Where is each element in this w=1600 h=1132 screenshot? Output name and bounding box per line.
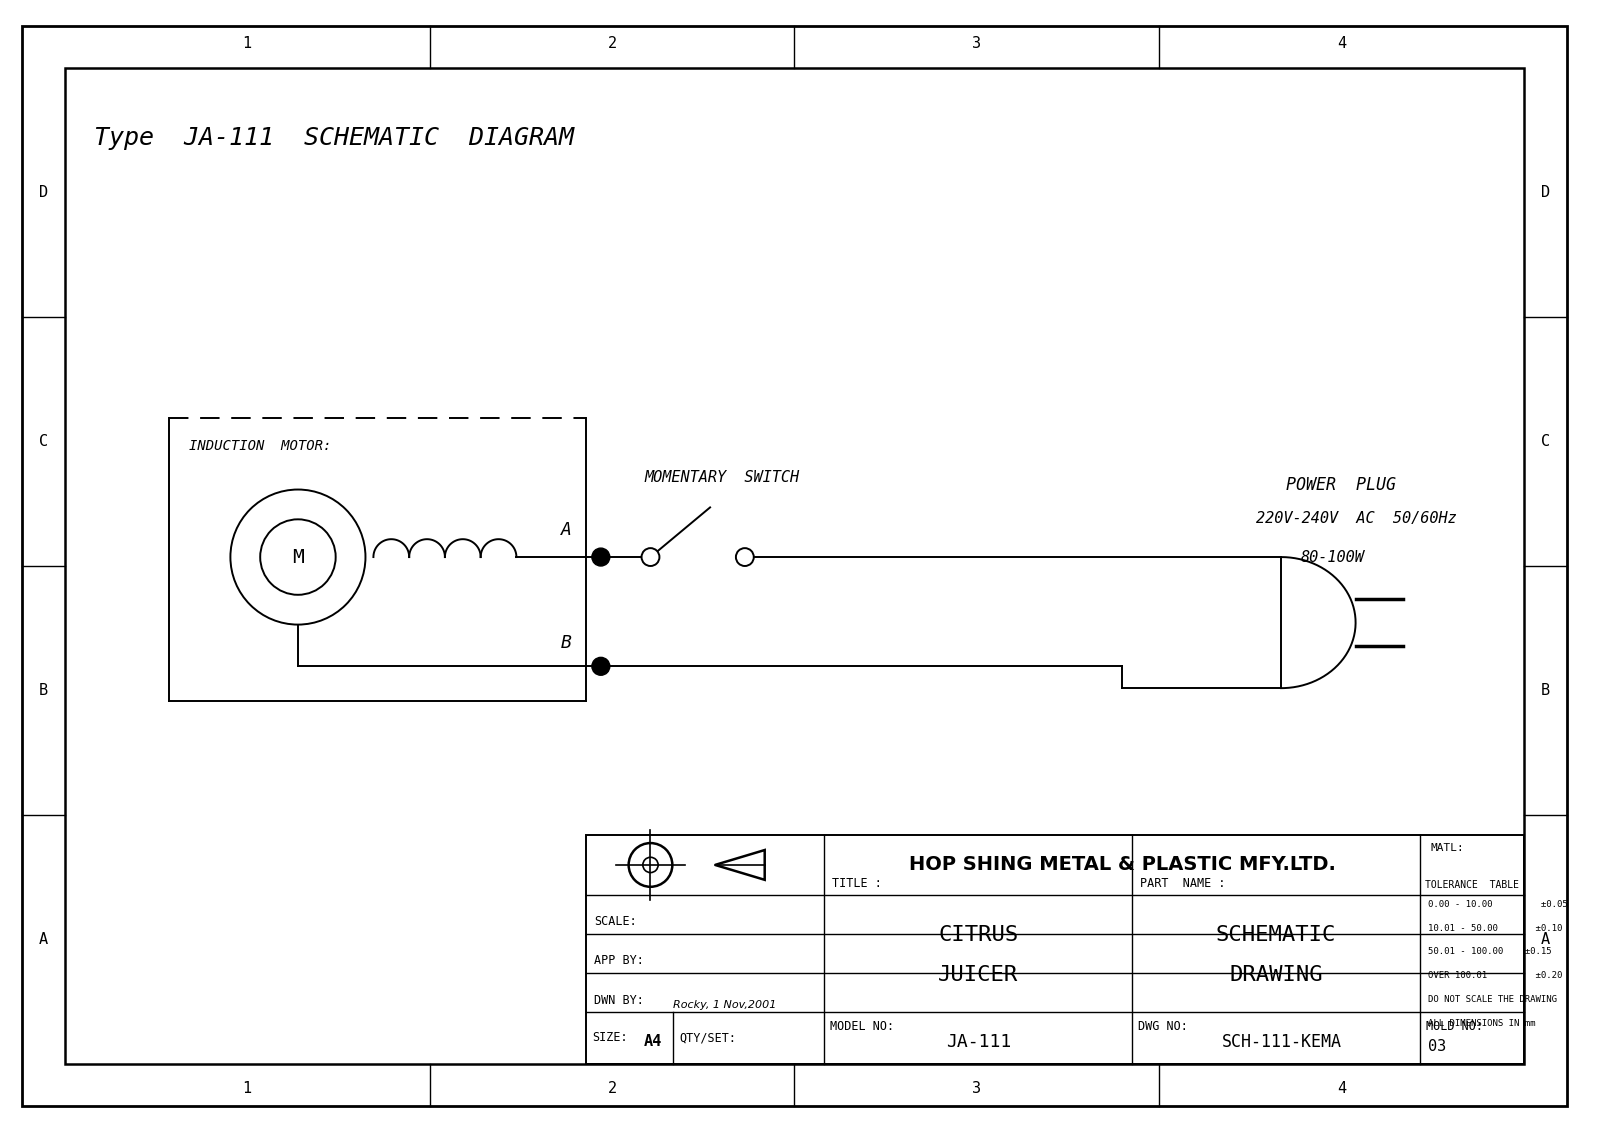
Text: 1: 1 (243, 1081, 251, 1096)
Text: Type  JA-111  SCHEMATIC  DIAGRAM: Type JA-111 SCHEMATIC DIAGRAM (94, 126, 574, 149)
Text: 80-100W: 80-100W (1301, 550, 1365, 565)
Text: APP BY:: APP BY: (594, 954, 643, 967)
Text: JA-111: JA-111 (946, 1032, 1011, 1050)
Text: MATL:: MATL: (1430, 843, 1464, 854)
Text: MOMENTARY  SWITCH: MOMENTARY SWITCH (645, 470, 800, 486)
Text: SCHEMATIC: SCHEMATIC (1216, 926, 1336, 945)
Text: CITRUS: CITRUS (938, 926, 1018, 945)
Text: 3: 3 (973, 36, 981, 51)
Text: D: D (1541, 186, 1550, 200)
Text: 1: 1 (243, 36, 251, 51)
Text: 10.01 - 50.00       ±0.10: 10.01 - 50.00 ±0.10 (1429, 924, 1563, 933)
Text: 03: 03 (1429, 1039, 1446, 1054)
Text: 4: 4 (1338, 36, 1347, 51)
Text: A4: A4 (643, 1035, 662, 1049)
Text: SCALE:: SCALE: (594, 915, 637, 928)
Text: A: A (562, 521, 571, 539)
Text: INDUCTION  MOTOR:: INDUCTION MOTOR: (189, 439, 331, 453)
Text: SCH-111-KEMA: SCH-111-KEMA (1221, 1032, 1341, 1050)
Text: ALL DIMENSIONS IN mm: ALL DIMENSIONS IN mm (1429, 1019, 1536, 1028)
Text: MODEL NO:: MODEL NO: (830, 1020, 894, 1032)
Text: C: C (38, 434, 48, 449)
Text: OVER 100.01         ±0.20: OVER 100.01 ±0.20 (1429, 971, 1563, 980)
Text: DWN BY:: DWN BY: (594, 994, 643, 1007)
Text: QTY/SET:: QTY/SET: (680, 1031, 736, 1044)
Text: D: D (38, 186, 48, 200)
Bar (586, 835, 1525, 1064)
Text: B: B (38, 683, 48, 698)
Text: HOP SHING METAL & PLASTIC MFY.LTD.: HOP SHING METAL & PLASTIC MFY.LTD. (909, 856, 1336, 874)
Text: C: C (1541, 434, 1550, 449)
Text: 2: 2 (608, 36, 616, 51)
Text: PART  NAME :: PART NAME : (1141, 877, 1226, 890)
Text: TOLERANCE  TABLE: TOLERANCE TABLE (1426, 880, 1520, 890)
Text: Rocky, 1 Nov,2001: Rocky, 1 Nov,2001 (674, 1000, 776, 1010)
Text: POWER  PLUG: POWER PLUG (1286, 475, 1397, 494)
Circle shape (592, 658, 610, 676)
Text: TITLE :: TITLE : (832, 877, 882, 890)
Text: M: M (293, 548, 304, 566)
Text: 4: 4 (1338, 1081, 1347, 1096)
Text: JUICER: JUICER (938, 966, 1018, 985)
Text: B: B (1541, 683, 1550, 698)
Text: 0.00 - 10.00         ±0.05: 0.00 - 10.00 ±0.05 (1429, 900, 1568, 909)
Text: MOLD NO:: MOLD NO: (1426, 1020, 1483, 1032)
Text: DRAWING: DRAWING (1229, 966, 1323, 985)
Text: 2: 2 (608, 1081, 616, 1096)
Text: DO NOT SCALE THE DRAWING: DO NOT SCALE THE DRAWING (1429, 995, 1557, 1004)
Text: 220V-240V  AC  50/60Hz: 220V-240V AC 50/60Hz (1256, 512, 1458, 526)
Text: B: B (562, 634, 571, 652)
Text: A: A (38, 932, 48, 946)
Circle shape (642, 548, 659, 566)
Text: DWG NO:: DWG NO: (1138, 1020, 1187, 1032)
Text: A: A (1541, 932, 1550, 946)
Circle shape (592, 548, 610, 566)
Text: SIZE:: SIZE: (592, 1031, 627, 1044)
Bar (64, 68, 1525, 1064)
Text: 50.01 - 100.00    ±0.15: 50.01 - 100.00 ±0.15 (1429, 947, 1552, 957)
Circle shape (736, 548, 754, 566)
Text: 3: 3 (973, 1081, 981, 1096)
